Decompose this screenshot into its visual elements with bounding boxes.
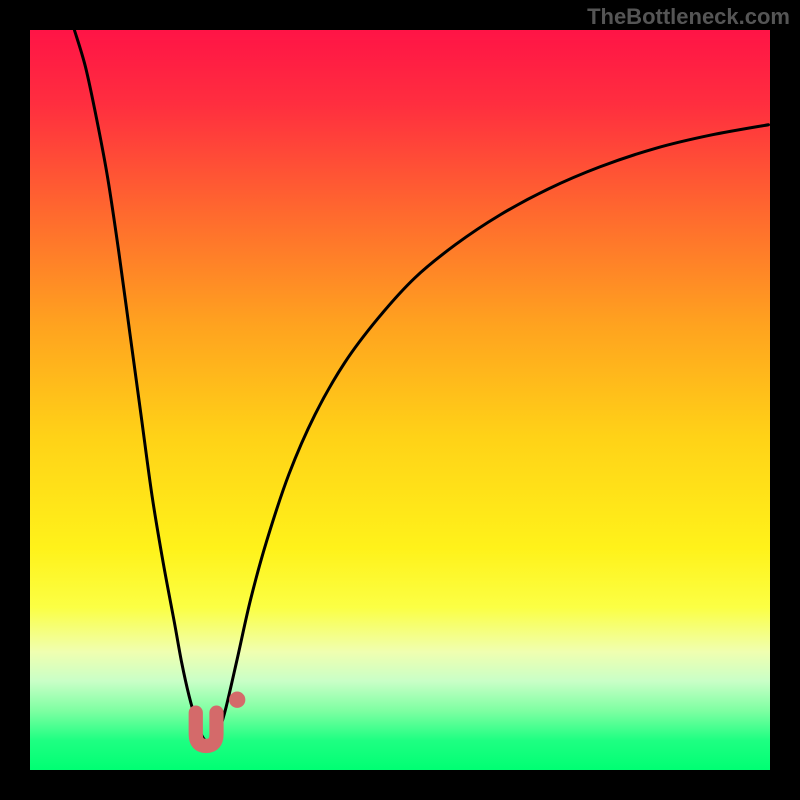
chart-background <box>30 30 770 770</box>
chart-svg <box>0 0 800 800</box>
marker-1 <box>229 692 245 708</box>
bottleneck-chart: TheBottleneck.com <box>0 0 800 800</box>
watermark-text: TheBottleneck.com <box>587 4 790 30</box>
